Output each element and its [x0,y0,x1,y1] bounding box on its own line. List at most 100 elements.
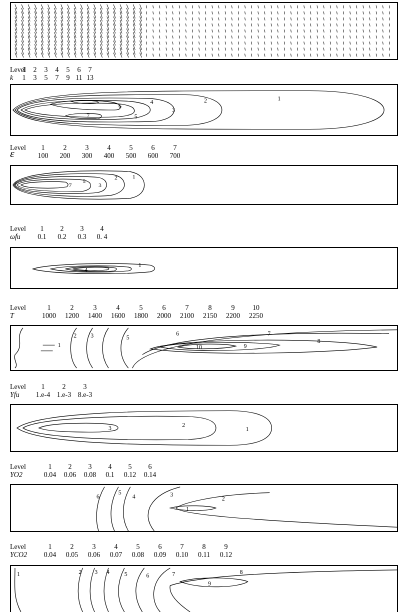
legend-T-level-6: 6 [162,304,166,312]
vector-arrow [80,7,83,14]
vector-arrow [14,32,18,38]
vector-arrow [139,23,142,31]
vector-arrow [21,52,24,58]
vector-arrow [126,23,129,31]
legend-yfu-level-1: 1 [41,383,45,391]
vector-arrow [86,47,90,55]
legend-yo2-level-6: 6 [148,463,152,471]
vector-arrow [119,52,123,58]
legend-eps-header: Level [10,144,26,152]
legend-yo2-value-5: 0.12 [123,471,137,479]
contour-yco2-9 [179,577,249,588]
legend-T-level-7: 7 [185,304,189,312]
vector-arrow [27,23,31,31]
vector-arrow [100,40,103,46]
vector-arrow [132,11,136,19]
vector-arrow [54,35,57,43]
legend-yfu-value-3: 8.e-3 [77,391,93,399]
vector-arrow [21,32,24,38]
vector-arrow [34,32,37,38]
legend-T-value-2: 1200 [65,312,79,320]
vector-arrow [119,4,123,10]
vector-arrow [60,32,64,38]
legend-k-header: Level [10,66,26,74]
legend-k-value-2: 3 [33,74,37,82]
vector-arrow [100,7,103,14]
vector-arrow [27,47,31,55]
vector-arrow [54,19,57,26]
vector-arrow [86,52,90,58]
vector-arrow [34,19,37,26]
legend-yco2-level-3: 3 [92,543,96,551]
vector-arrow [100,28,103,34]
vector-arrow [47,23,51,31]
legend-yco2-value-9: 0.12 [219,551,233,559]
vector-arrow [86,7,90,14]
contour-yfu-1 [16,410,272,446]
contour-T-label-7: 7 [268,332,271,338]
vector-arrow [86,23,90,31]
vector-arrow [86,19,90,26]
vector-arrow [21,44,24,51]
vector-arrow [54,4,57,10]
vector-arrow [67,28,70,34]
vector-arrow [126,40,129,46]
vector-arrow [41,47,44,55]
contour-k-label-3: 3 [172,108,175,114]
vector-arrow [113,44,116,51]
legend-yo2-level-5: 5 [128,463,132,471]
legend-k-level-6: 6 [77,66,81,74]
contour-panel-yo2: 1 2 3 4 5 6 [10,484,398,532]
vector-arrow [41,19,44,26]
legend-omega-value-1: 0.1 [37,233,47,241]
vector-arrow [21,35,24,43]
legend-eps-value-4: 400 [103,152,115,160]
vector-arrow [93,47,96,55]
contour-yo2-label-6: 6 [97,494,100,500]
legend-omega-value-2: 0.2 [57,233,67,241]
vector-arrow [14,52,18,58]
vector-arrow [41,35,44,43]
legend-yco2-value-2: 0.05 [65,551,79,559]
vector-arrow [100,19,103,26]
legend-T: Level 1 2 3 4 5 6 7 8 9 10 T 1000 1200 1400 1600 1800 20… [10,304,280,320]
legend-yo2-level-1: 1 [48,463,52,471]
vector-arrow [126,47,129,55]
vector-arrow [14,16,18,22]
legend-yo2: Level 1 2 3 4 5 6 YO2 0.04 0.06 0.08 0.1 0.12 0.14 [10,463,180,479]
legend-yfu-header: Level [10,383,26,391]
contour-panel-k: 1 2 3 4 5 6 7 [10,84,398,136]
vector-arrow [113,19,116,26]
vector-arrow [126,19,129,26]
contour-yco2-label-8: 8 [240,570,243,576]
contour-T-label-10: 10 [196,345,202,351]
legend-k-level-1: 1 [22,66,26,74]
legend-T-value-4: 1600 [111,312,125,320]
legend-yfu-value-2: 1.e-3 [56,391,72,399]
legend-eps-level-3: 3 [85,144,89,152]
vector-arrow [93,52,96,58]
vector-arrow [21,11,24,19]
contour-eps-1 [12,170,145,200]
vector-arrow [80,32,83,38]
vector-arrow [47,47,51,55]
vector-arrow [86,16,90,22]
vector-arrow [73,52,77,58]
contour-plot-T: 1 2 3 5 6 7 8 9 10 [14,327,397,369]
vector-arrow [86,28,90,34]
contour-yo2-3 [147,486,181,531]
vector-arrow [34,16,37,22]
contour-T-label-5: 5 [126,335,129,341]
vector-arrow [54,16,57,22]
legend-eps-level-5: 5 [129,144,133,152]
contour-yo2-5 [110,486,119,531]
vector-arrow [126,35,129,43]
vector-arrow [54,11,57,19]
contour-T-label-2: 2 [74,334,77,340]
vector-arrow [86,35,90,43]
vector-arrow [106,28,110,34]
legend-omega-level-1: 1 [40,225,44,233]
contour-yfu-2 [22,415,217,441]
vector-arrow [113,52,116,58]
vector-arrow [106,40,110,46]
